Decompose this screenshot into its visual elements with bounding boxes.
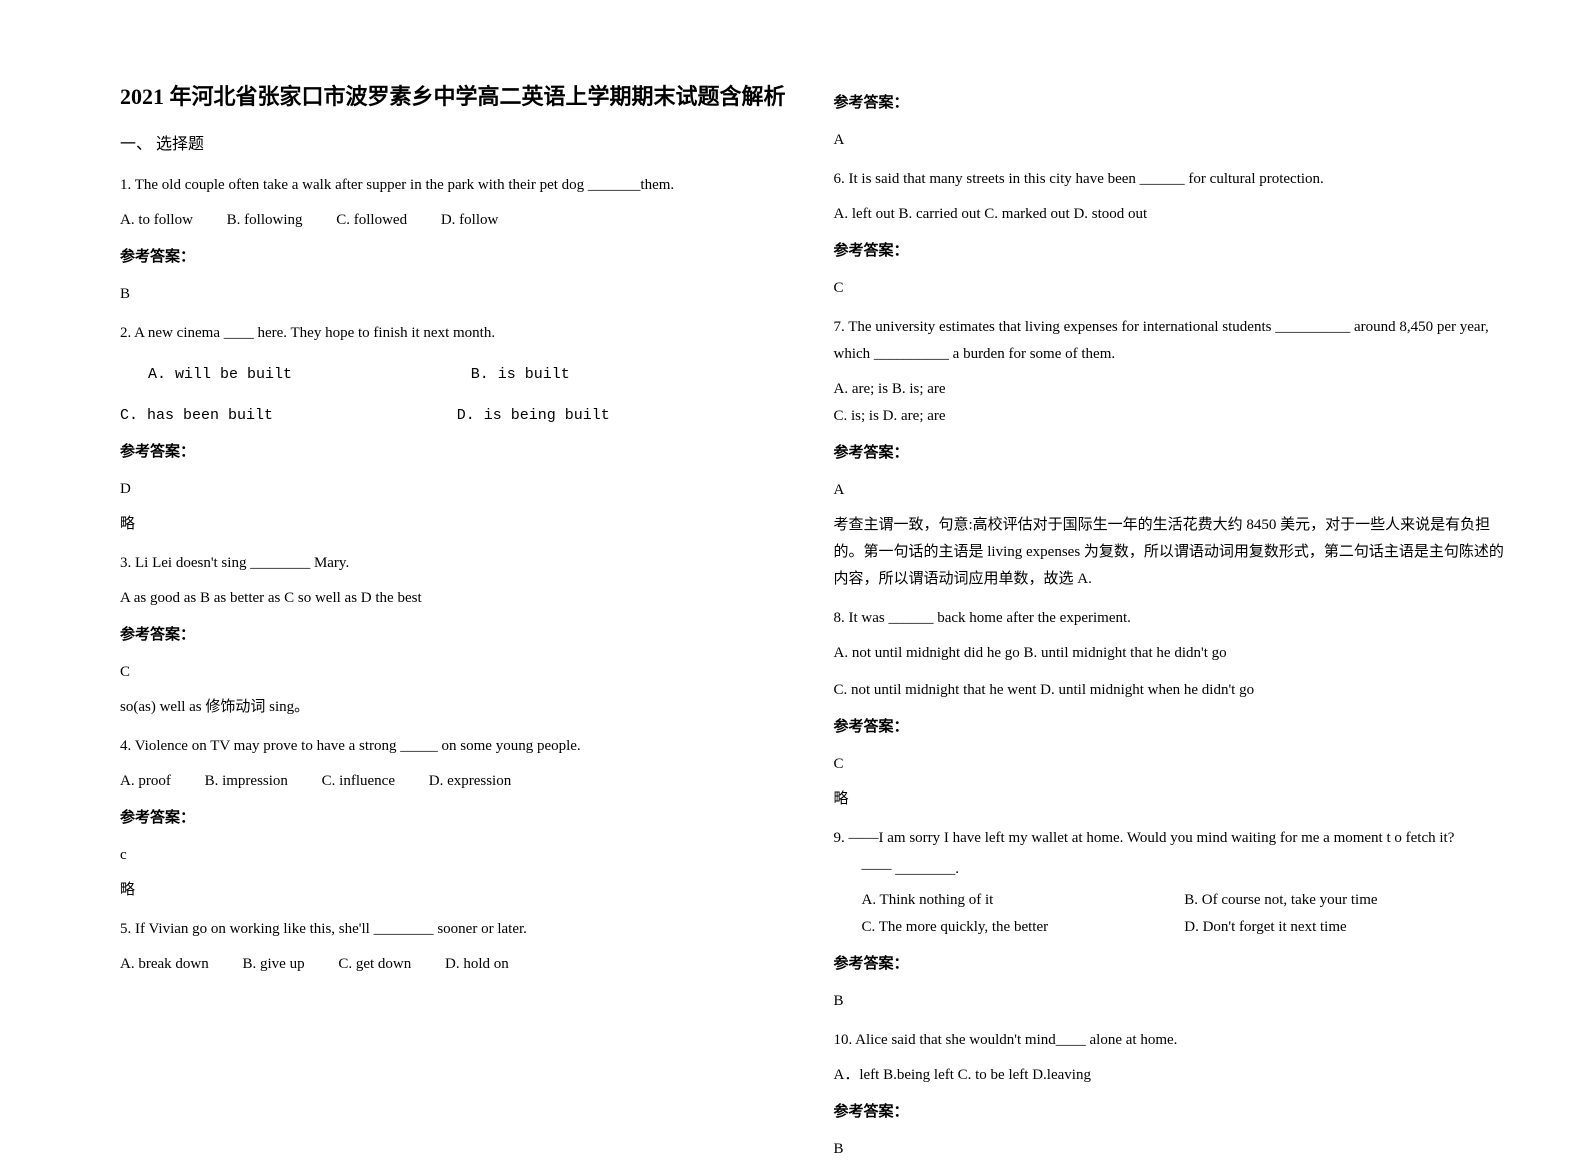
q9-opt-d: D. Don't forget it next time: [1184, 914, 1507, 941]
question-9-line2: —— ________.: [862, 856, 1508, 883]
left-column: 2021 年河北省张家口市波罗素乡中学高二英语上学期期末试题含解析 一、 选择题…: [100, 80, 814, 1082]
question-1: 1. The old couple often take a walk afte…: [120, 172, 794, 199]
q5-opt-d: D. hold on: [445, 951, 509, 978]
q1-opt-b: B. following: [227, 207, 303, 234]
q8-note: 略: [834, 786, 1508, 813]
q4-opt-a: A. proof: [120, 768, 171, 795]
question-2-options: A. will be built B. is built C. has been…: [120, 361, 794, 429]
q2-opt-b: B. is built: [471, 361, 794, 388]
q4-answer-label: 参考答案：: [120, 805, 794, 832]
q10-answer: B: [834, 1136, 1508, 1163]
q4-note: 略: [120, 877, 794, 904]
q5-answer: A: [834, 127, 1508, 154]
q9-opt-a: A. Think nothing of it: [862, 887, 1185, 914]
question-9: 9. ——I am sorry I have left my wallet at…: [834, 825, 1508, 852]
q5-opt-a: A. break down: [120, 951, 209, 978]
q5-opt-b: B. give up: [242, 951, 304, 978]
q8-opt-line2: C. not until midnight that he went D. un…: [834, 677, 1508, 704]
question-10-options: A．left B.being left C. to be left D.leav…: [834, 1062, 1508, 1089]
q9-answer-label: 参考答案：: [834, 951, 1508, 978]
q5-opt-c: C. get down: [338, 951, 411, 978]
q2-note: 略: [120, 511, 794, 538]
question-9-options: A. Think nothing of it B. Of course not,…: [862, 887, 1508, 941]
q1-opt-a: A. to follow: [120, 207, 193, 234]
q5-answer-label: 参考答案：: [834, 90, 1508, 117]
question-8-options: A. not until midnight did he go B. until…: [834, 640, 1508, 704]
q3-answer-label: 参考答案：: [120, 622, 794, 649]
question-4-options: A. proof B. impression C. influence D. e…: [120, 768, 794, 795]
q3-answer: C: [120, 659, 794, 686]
question-5-options: A. break down B. give up C. get down D. …: [120, 951, 794, 978]
q8-opt-line1: A. not until midnight did he go B. until…: [834, 640, 1508, 667]
right-column: 参考答案： A 6. It is said that many streets …: [814, 80, 1528, 1082]
q8-answer: C: [834, 751, 1508, 778]
question-3-options: A as good as B as better as C so well as…: [120, 585, 794, 612]
q9-opt-c: C. The more quickly, the better: [862, 914, 1185, 941]
q2-answer-label: 参考答案：: [120, 439, 794, 466]
q4-opt-d: D. expression: [429, 768, 512, 795]
q1-answer-label: 参考答案：: [120, 244, 794, 271]
q1-opt-c: C. followed: [336, 207, 407, 234]
q9-opt-b: B. Of course not, take your time: [1184, 887, 1507, 914]
question-4: 4. Violence on TV may prove to have a st…: [120, 733, 794, 760]
question-2: 2. A new cinema ____ here. They hope to …: [120, 320, 794, 347]
q2-opt-a: A. will be built: [148, 361, 471, 388]
question-1-options: A. to follow B. following C. followed D.…: [120, 207, 794, 234]
q7-answer-label: 参考答案：: [834, 440, 1508, 467]
q7-opt-line1: A. are; is B. is; are: [834, 376, 1508, 403]
question-8: 8. It was ______ back home after the exp…: [834, 605, 1508, 632]
question-5: 5. If Vivian go on working like this, sh…: [120, 916, 794, 943]
q4-opt-b: B. impression: [205, 768, 288, 795]
q9-answer: B: [834, 988, 1508, 1015]
q2-opt-d: D. is being built: [457, 402, 794, 429]
q7-opt-line2: C. is; is D. are; are: [834, 403, 1508, 430]
question-3: 3. Li Lei doesn't sing ________ Mary.: [120, 550, 794, 577]
question-7-options: A. are; is B. is; are C. is; is D. are; …: [834, 376, 1508, 430]
q3-note: so(as) well as 修饰动词 sing。: [120, 694, 794, 721]
question-7: 7. The university estimates that living …: [834, 314, 1508, 368]
question-6-options: A. left out B. carried out C. marked out…: [834, 201, 1508, 228]
q2-answer: D: [120, 476, 794, 503]
q7-explain: 考查主谓一致，句意:高校评估对于国际生一年的生活花费大约 8450 美元，对于一…: [834, 512, 1508, 593]
q1-answer: B: [120, 281, 794, 308]
question-10: 10. Alice said that she wouldn't mind___…: [834, 1027, 1508, 1054]
q4-answer: c: [120, 842, 794, 869]
q8-answer-label: 参考答案：: [834, 714, 1508, 741]
q7-answer: A: [834, 477, 1508, 504]
q4-opt-c: C. influence: [322, 768, 395, 795]
doc-title: 2021 年河北省张家口市波罗素乡中学高二英语上学期期末试题含解析: [120, 80, 794, 113]
q6-answer: C: [834, 275, 1508, 302]
section-heading: 一、 选择题: [120, 131, 794, 160]
q6-answer-label: 参考答案：: [834, 238, 1508, 265]
q2-opt-c: C. has been built: [120, 402, 457, 429]
q1-opt-d: D. follow: [441, 207, 499, 234]
question-6: 6. It is said that many streets in this …: [834, 166, 1508, 193]
